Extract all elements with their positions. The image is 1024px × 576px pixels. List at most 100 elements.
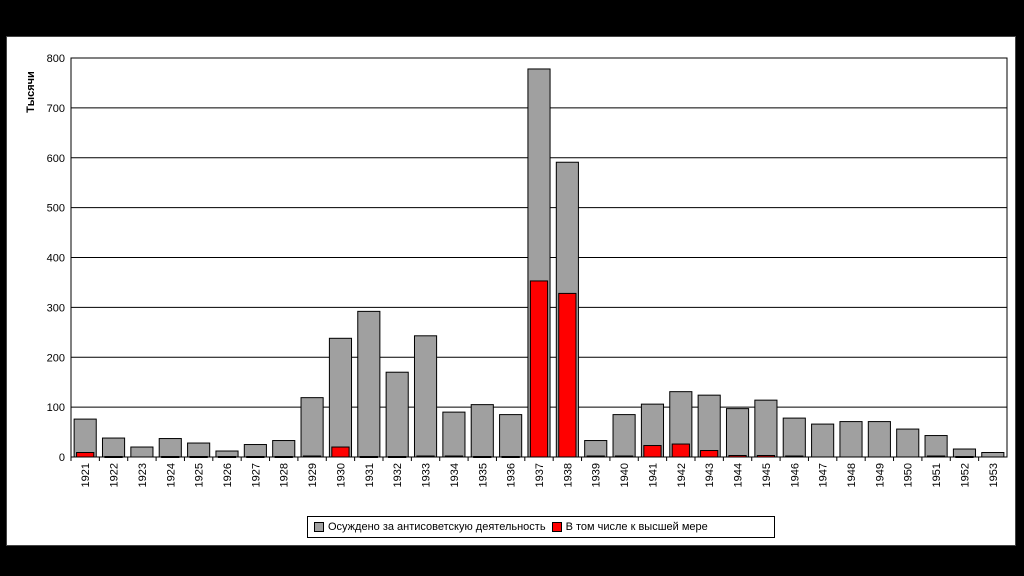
bar-convicted [952, 448, 977, 458]
bar-convicted [357, 310, 381, 458]
bar-death-penalty [473, 456, 492, 459]
x-tick-label: 1927 [250, 463, 262, 487]
y-tick-label: 700 [47, 103, 65, 115]
bar-convicted [754, 399, 778, 458]
x-tick-label: 1925 [194, 463, 206, 487]
y-tick-label: 800 [47, 53, 65, 65]
bar-death-penalty [274, 456, 293, 459]
y-tick-label: 400 [47, 253, 65, 265]
bar-death-penalty [416, 455, 435, 458]
x-tick-label: 1944 [733, 463, 745, 487]
x-tick-label: 1938 [562, 463, 574, 487]
bar-death-penalty [614, 455, 634, 458]
x-tick-label: 1923 [137, 463, 149, 487]
bar-death-penalty [76, 452, 95, 458]
x-tick-label: 1942 [676, 463, 688, 487]
bar-convicted [782, 417, 806, 458]
x-tick-label: 1946 [789, 463, 801, 487]
y-tick-label: 200 [47, 352, 65, 364]
bar-death-penalty [359, 456, 378, 459]
bar-death-penalty [586, 455, 605, 458]
bar-convicted [243, 444, 267, 458]
legend-swatch-convicted [314, 522, 324, 532]
x-tick-label: 1926 [222, 463, 234, 487]
legend-label-convicted: Осуждено за антисоветскую деятельность [328, 521, 546, 533]
legend-label-death-penalty: В том числе к высшей мере [565, 521, 708, 533]
bar-death-penalty [501, 456, 520, 459]
x-tick-label: 1937 [534, 463, 546, 487]
bar-convicted [300, 397, 324, 458]
y-tick-label: 0 [59, 452, 65, 464]
chart-legend: Осуждено за антисоветскую деятельность В… [307, 516, 775, 538]
y-tick-label: 100 [47, 402, 65, 414]
x-tick-label: 1930 [335, 463, 347, 487]
bar-death-penalty [246, 456, 265, 459]
bar-convicted [328, 337, 353, 458]
bar-death-penalty [558, 292, 577, 458]
legend-swatch-death-penalty [551, 522, 562, 532]
bar-convicted [839, 421, 863, 458]
x-tick-label: 1949 [874, 463, 886, 487]
legend-item-convicted: Осуждено за антисоветскую деятельность [314, 521, 546, 533]
x-tick-label: 1948 [846, 463, 858, 487]
x-tick-label: 1934 [449, 463, 461, 487]
x-axis-ticks: 1921 1922 1923 1924 1925 1926 1927 1928 1929 1930… [70, 457, 1000, 487]
x-tick-label: 1950 [903, 463, 915, 487]
bar-death-penalty [189, 456, 208, 459]
bar-convicted [413, 335, 438, 458]
bar-convicted [811, 423, 835, 458]
bar-convicted [272, 440, 296, 458]
bars [73, 68, 1005, 459]
y-tick-label: 600 [47, 153, 65, 165]
bar-death-penalty [785, 455, 804, 458]
x-tick-label: 1921 [80, 463, 92, 487]
bar-convicted [187, 442, 211, 458]
x-tick-label: 1922 [109, 463, 121, 487]
bar-death-penalty [955, 456, 974, 459]
y-tick-label: 500 [47, 203, 65, 215]
bar-convicted [130, 446, 154, 458]
bar-convicted [158, 438, 182, 458]
x-tick-label: 1924 [165, 463, 177, 487]
bar-death-penalty [161, 456, 180, 459]
x-tick-label: 1953 [988, 463, 1000, 487]
x-tick-label: 1947 [818, 463, 830, 487]
bar-death-penalty [104, 456, 123, 459]
x-tick-label: 1932 [392, 463, 404, 487]
bar-convicted [499, 414, 523, 458]
x-tick-label: 1935 [477, 463, 489, 487]
bar-convicted [725, 408, 750, 458]
bar-convicted [584, 440, 608, 458]
bar-death-penalty [444, 455, 464, 458]
bar-convicted [981, 452, 1005, 458]
bar-convicted [697, 394, 721, 458]
bar-convicted [612, 414, 636, 458]
legend-item-death-penalty: В том числе к высшей мере [551, 521, 708, 533]
bar-convicted [385, 371, 409, 458]
x-tick-label: 1940 [619, 463, 631, 487]
bar-convicted [73, 418, 97, 458]
chart-frame [6, 36, 1016, 546]
x-tick-label: 1939 [591, 463, 603, 487]
x-tick-label: 1945 [761, 463, 773, 487]
bar-death-penalty [756, 455, 776, 458]
y-axis-ticks: 0 100 200 300 400 500 600 700 800 [47, 53, 65, 464]
bar-death-penalty [217, 456, 237, 459]
x-tick-label: 1936 [506, 463, 518, 487]
x-tick-label: 1941 [647, 463, 659, 487]
bar-convicted [470, 404, 494, 458]
bar-death-penalty [671, 443, 690, 458]
x-tick-label: 1952 [959, 463, 971, 487]
y-tick-label: 300 [47, 302, 65, 314]
x-tick-label: 1928 [279, 463, 291, 487]
bar-death-penalty [331, 446, 350, 458]
bar-death-penalty [926, 455, 946, 458]
bar-death-penalty [529, 280, 549, 458]
x-tick-label: 1933 [421, 463, 433, 487]
bar-death-penalty [728, 455, 747, 458]
x-tick-label: 1931 [364, 463, 376, 487]
bar-convicted [896, 428, 920, 458]
bar-convicted [101, 437, 126, 458]
bar-death-penalty [302, 455, 322, 458]
